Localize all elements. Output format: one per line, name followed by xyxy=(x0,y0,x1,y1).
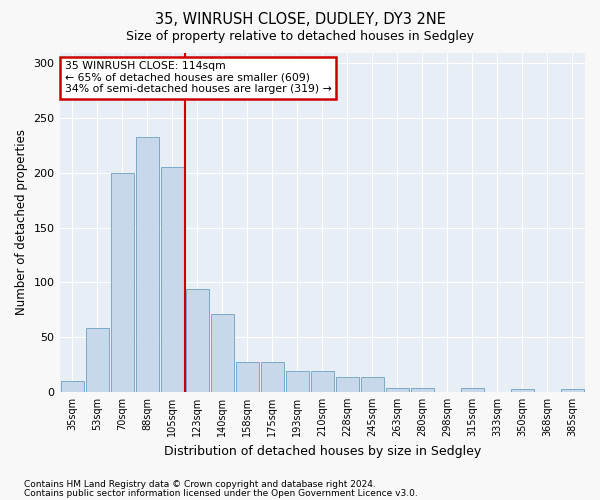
Bar xyxy=(511,388,534,392)
Bar xyxy=(136,137,158,392)
Text: Contains public sector information licensed under the Open Government Licence v3: Contains public sector information licen… xyxy=(24,489,418,498)
Bar xyxy=(211,314,233,392)
Y-axis label: Number of detached properties: Number of detached properties xyxy=(15,129,28,315)
Bar xyxy=(311,371,334,392)
Bar xyxy=(561,388,584,392)
Bar xyxy=(336,376,359,392)
Bar xyxy=(61,381,83,392)
Bar xyxy=(161,168,184,392)
Bar xyxy=(361,376,384,392)
X-axis label: Distribution of detached houses by size in Sedgley: Distribution of detached houses by size … xyxy=(164,444,481,458)
Bar xyxy=(236,362,259,392)
Bar xyxy=(286,371,309,392)
Bar xyxy=(461,388,484,392)
Bar xyxy=(411,388,434,392)
Text: 35 WINRUSH CLOSE: 114sqm
← 65% of detached houses are smaller (609)
34% of semi-: 35 WINRUSH CLOSE: 114sqm ← 65% of detach… xyxy=(65,61,332,94)
Bar xyxy=(110,173,134,392)
Text: Contains HM Land Registry data © Crown copyright and database right 2024.: Contains HM Land Registry data © Crown c… xyxy=(24,480,376,489)
Bar xyxy=(261,362,284,392)
Bar xyxy=(185,289,209,392)
Bar xyxy=(86,328,109,392)
Text: 35, WINRUSH CLOSE, DUDLEY, DY3 2NE: 35, WINRUSH CLOSE, DUDLEY, DY3 2NE xyxy=(155,12,445,28)
Text: Size of property relative to detached houses in Sedgley: Size of property relative to detached ho… xyxy=(126,30,474,43)
Bar xyxy=(386,388,409,392)
